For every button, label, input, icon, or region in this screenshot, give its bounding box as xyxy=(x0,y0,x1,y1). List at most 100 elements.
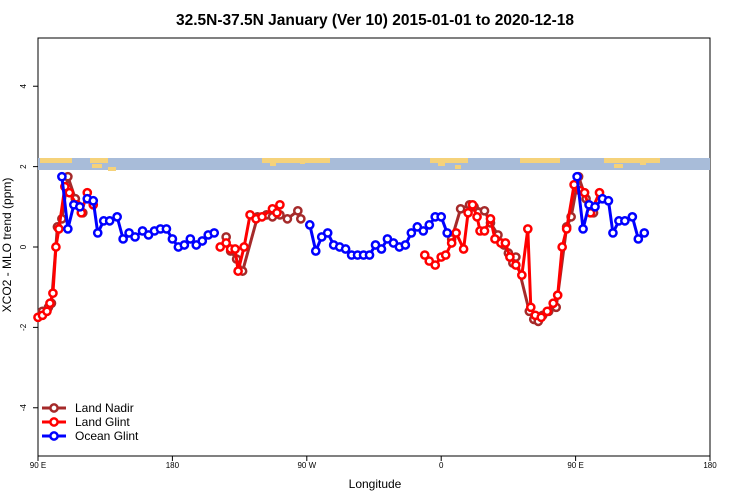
data-point-ocean-glint xyxy=(608,228,618,238)
data-point-land-nadir xyxy=(282,214,293,224)
data-point-ocean-glint xyxy=(92,228,103,238)
data-point-ocean-glint xyxy=(424,220,435,230)
data-point-land-glint xyxy=(467,199,478,210)
data-point-ocean-glint xyxy=(436,212,447,222)
data-point-land-glint xyxy=(561,224,572,234)
data-point-land-glint xyxy=(516,270,527,280)
data-point-ocean-glint xyxy=(620,216,630,226)
data-point-land-glint xyxy=(522,224,533,234)
data-point-ocean-glint xyxy=(633,234,644,244)
data-point-land-glint xyxy=(536,312,547,323)
data-point-ocean-glint xyxy=(118,234,128,244)
data-point-land-glint xyxy=(458,244,469,254)
data-point-land-glint xyxy=(233,266,243,276)
world-map-strip xyxy=(38,158,710,171)
data-point-ocean-glint xyxy=(627,212,638,222)
data-point-ocean-glint xyxy=(322,228,333,238)
legend-item-land-glint: Land Glint xyxy=(42,415,130,429)
data-point-ocean-glint xyxy=(442,228,453,238)
data-point-land-glint xyxy=(221,238,232,248)
data-point-land-glint xyxy=(440,250,451,260)
data-point-ocean-glint xyxy=(179,240,190,250)
data-point-land-glint xyxy=(275,199,285,210)
data-point-ocean-glint xyxy=(104,216,115,226)
x-tick-label: 90 W xyxy=(297,461,316,470)
data-point-land-glint xyxy=(511,260,521,270)
data-point-land-glint xyxy=(51,242,61,252)
data-point-land-glint xyxy=(500,238,511,248)
data-point-ocean-glint xyxy=(572,171,582,182)
data-point-ocean-glint xyxy=(603,195,614,206)
data-point-ocean-glint xyxy=(376,244,387,254)
data-point-land-glint xyxy=(54,224,64,234)
data-point-land-glint xyxy=(463,207,473,218)
data-point-ocean-glint xyxy=(88,195,99,206)
y-tick-label: 2 xyxy=(19,164,28,169)
legend-label-land-nadir: Land Nadir xyxy=(75,401,134,415)
data-point-land-glint xyxy=(451,228,461,238)
data-point-land-glint xyxy=(257,212,267,222)
data-point-ocean-glint xyxy=(185,234,196,244)
data-point-ocean-glint xyxy=(130,232,140,242)
data-point-land-glint xyxy=(552,290,563,301)
data-point-land-glint xyxy=(272,207,282,218)
series-line-land-glint xyxy=(423,183,601,319)
data-point-ocean-glint xyxy=(197,236,208,246)
data-point-ocean-glint xyxy=(209,228,220,238)
y-axis-label: XCO2 - MLO trend (ppm) xyxy=(0,178,14,313)
y-axis: -4 -2 0 2 4 xyxy=(19,83,38,411)
chart-title: 32.5N-37.5N January (Ver 10) 2015-01-01 … xyxy=(176,12,574,29)
legend-marker-land-nadir xyxy=(49,403,59,413)
x-axis: 90 E 180 90 W 0 90 E 180 xyxy=(30,456,717,470)
y-tick-label: -4 xyxy=(19,404,28,412)
data-point-land-glint xyxy=(557,242,568,252)
data-point-ocean-glint xyxy=(74,201,85,212)
data-point-ocean-glint xyxy=(57,171,67,182)
legend-label-land-glint: Land Glint xyxy=(75,415,130,429)
data-point-land-nadir xyxy=(295,214,306,224)
data-point-ocean-glint xyxy=(418,226,429,236)
data-point-ocean-glint xyxy=(578,224,588,234)
data-point-land-glint xyxy=(239,242,249,252)
data-point-ocean-glint xyxy=(406,228,417,238)
data-point-land-glint xyxy=(64,187,75,198)
data-point-ocean-glint xyxy=(590,201,600,212)
data-point-ocean-glint xyxy=(639,228,650,238)
y-tick-label: 0 xyxy=(19,244,28,249)
data-point-ocean-glint xyxy=(167,234,178,244)
data-point-land-glint xyxy=(548,298,559,309)
data-point-land-glint xyxy=(48,288,58,299)
data-point-land-glint xyxy=(45,298,55,309)
data-point-land-glint xyxy=(430,260,441,270)
data-point-land-glint xyxy=(485,214,496,224)
data-point-ocean-glint xyxy=(400,240,411,250)
x-tick-label: 90 E xyxy=(30,461,46,470)
data-point-land-glint xyxy=(42,306,52,317)
legend-item-land-nadir: Land Nadir xyxy=(42,401,134,415)
data-point-land-glint xyxy=(446,238,457,248)
y-tick-label: 4 xyxy=(19,83,28,88)
data-point-land-nadir xyxy=(455,203,466,214)
data-point-land-nadir xyxy=(479,205,490,216)
data-point-ocean-glint xyxy=(304,220,315,230)
data-point-land-glint xyxy=(525,302,536,313)
data-point-ocean-glint xyxy=(63,224,73,234)
data-point-land-glint xyxy=(479,226,490,236)
data-point-land-glint xyxy=(419,250,430,260)
data-point-land-glint xyxy=(579,187,590,198)
series-layer xyxy=(33,171,650,327)
legend-label-ocean-glint: Ocean Glint xyxy=(75,429,139,443)
y-tick-label: -2 xyxy=(19,323,28,331)
legend-marker-ocean-glint xyxy=(49,431,59,441)
x-tick-label: 180 xyxy=(166,461,180,470)
x-tick-label: 0 xyxy=(439,461,444,470)
x-tick-label: 180 xyxy=(703,461,717,470)
data-point-land-nadir xyxy=(292,205,303,216)
x-tick-label: 90 E xyxy=(567,461,583,470)
data-point-ocean-glint xyxy=(112,212,122,222)
legend-item-ocean-glint: Ocean Glint xyxy=(42,429,139,443)
data-point-land-glint xyxy=(505,252,515,262)
legend-marker-land-glint xyxy=(49,417,59,427)
series-ocean-glint xyxy=(57,171,650,260)
